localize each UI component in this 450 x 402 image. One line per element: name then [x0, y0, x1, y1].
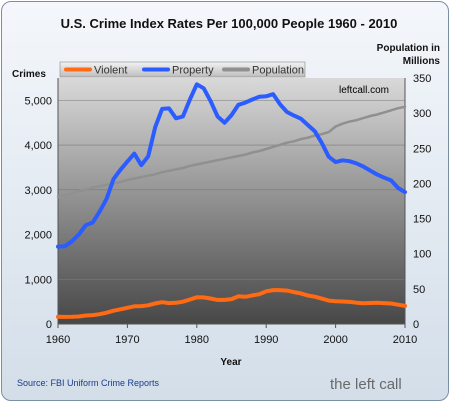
watermark: leftcall.com: [339, 85, 389, 96]
y2-axis-label-line1: Population in: [377, 43, 440, 54]
y-tick-label: 3,000: [24, 185, 52, 197]
y-tick-label: 5,000: [24, 95, 52, 107]
y2-tick-label: 200: [413, 178, 431, 190]
legend-box: [59, 61, 306, 78]
y-axis-ticks: 0 1,000 2,000 3,000 4,000 5,000: [24, 95, 52, 331]
x-axis-ticks: 1960 1970 1980 1990 2000 2010: [46, 324, 417, 346]
legend-label-population: Population: [252, 65, 304, 77]
y2-tick-label: 0: [413, 319, 419, 331]
series-line-violent: [56, 288, 407, 319]
y-axis-label: Crimes: [12, 69, 46, 80]
y2-tick-label: 250: [413, 143, 431, 155]
x-tick-label: 2010: [393, 334, 417, 346]
y2-tick-label: 50: [413, 284, 425, 296]
series-layer: [56, 82, 407, 319]
y2-axis-label-line2: Millions: [403, 56, 441, 67]
y-tick-label: 1,000: [24, 274, 52, 286]
gridlines: [57, 78, 406, 325]
y2-axis-ticks: 0 50 100 150 200 250 300 350: [413, 73, 431, 331]
brand-mark: the left call: [330, 376, 402, 393]
chart-title: U.S. Crime Index Rates Per 100,000 Peopl…: [61, 16, 398, 31]
y2-tick-label: 150: [413, 214, 431, 226]
x-axis-label: Year: [220, 357, 241, 368]
x-tick-label: 1960: [46, 334, 70, 346]
y-tick-label: 2,000: [24, 230, 52, 242]
y2-tick-label: 100: [413, 249, 431, 261]
plot-area: [58, 78, 405, 324]
y2-tick-label: 350: [413, 73, 431, 85]
x-tick-label: 1990: [254, 334, 278, 346]
y2-tick-label: 300: [413, 108, 431, 120]
x-tick-label: 2000: [323, 334, 347, 346]
legend-label-violent: Violent: [94, 65, 127, 77]
legend-label-property: Property: [172, 65, 214, 77]
y-tick-label: 0: [46, 319, 52, 331]
x-tick-label: 1980: [185, 334, 209, 346]
x-tick-label: 1970: [115, 334, 139, 346]
series-line-property: [56, 82, 407, 249]
y-tick-label: 4,000: [24, 140, 52, 152]
series-line-population: [56, 105, 407, 199]
source-note: Source: FBI Uniform Crime Reports: [17, 378, 160, 388]
legend: Violent Property Population: [59, 61, 306, 78]
